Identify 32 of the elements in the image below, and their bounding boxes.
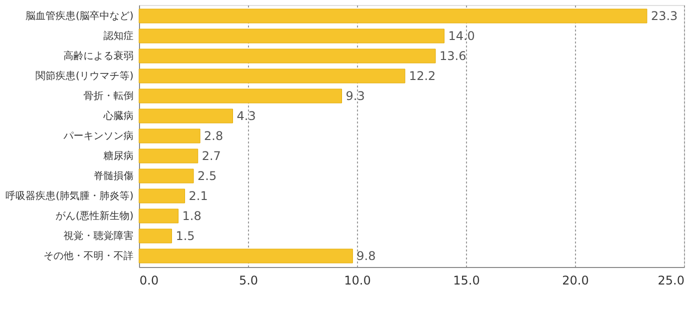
- y-tick-label: その他・不明・不詳: [44, 250, 134, 262]
- data-label: 14.0: [448, 29, 475, 43]
- y-tick-label: 脊髄損傷: [94, 170, 134, 182]
- data-label: 23.3: [650, 9, 678, 23]
- y-tick-label: 関節疾患(リウマチ等): [36, 70, 134, 82]
- y-tick-label: 呼吸器疾患(肺気腫・肺炎等): [6, 190, 134, 202]
- data-label: 9.8: [356, 249, 376, 263]
- x-tick-label: 15.0: [453, 274, 480, 288]
- y-tick-label: 骨折・転倒: [84, 90, 134, 102]
- y-tick-label: 視覚・聴覚障害: [64, 230, 134, 242]
- x-tick-label: 10.0: [344, 274, 371, 288]
- y-tick-label: 糖尿病: [104, 150, 134, 162]
- data-label: 1.8: [182, 209, 202, 223]
- y-tick-label: パーキンソン病: [62, 130, 134, 142]
- x-tick-label: 25.0: [658, 274, 684, 288]
- x-tick-label: 5.0: [238, 274, 258, 288]
- data-label: 2.5: [198, 169, 217, 183]
- data-label: 2.1: [188, 189, 208, 203]
- y-tick-label: 認知症: [104, 30, 134, 42]
- data-label: 12.2: [408, 69, 436, 83]
- data-label: 13.6: [439, 49, 466, 63]
- y-tick-label: 心臓病: [102, 110, 134, 122]
- data-label: 4.3: [236, 109, 256, 123]
- x-tick-label: 0.0: [140, 274, 159, 288]
- y-tick-label: がん(悪性新生物): [56, 210, 134, 222]
- data-label: 2.8: [204, 129, 224, 143]
- data-label: 9.3: [346, 89, 365, 103]
- y-tick-label: 高齢による衰弱: [64, 50, 134, 62]
- x-tick-label: 20.0: [562, 274, 589, 288]
- y-tick-label: 脳血管疾患(脳卒中など): [26, 10, 134, 22]
- data-label: 2.7: [202, 149, 221, 163]
- data-label: 1.5: [176, 229, 195, 243]
